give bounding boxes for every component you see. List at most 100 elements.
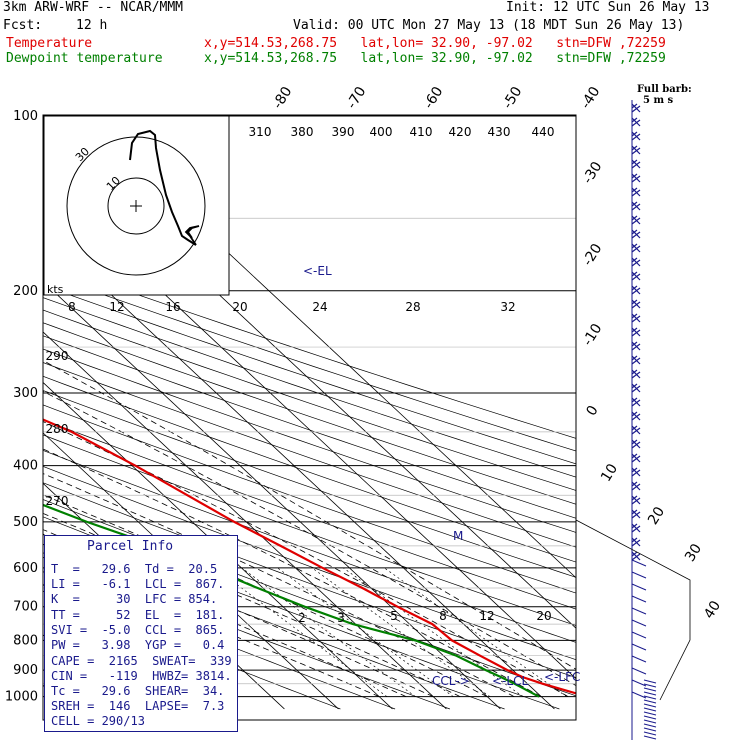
isotherm-line — [43, 331, 447, 710]
dry-adiabat-line — [43, 419, 576, 610]
dry-adiabat-line — [43, 322, 576, 505]
wind-barb — [643, 691, 657, 696]
wind-barb — [631, 481, 641, 491]
pressure-tick-label: 500 — [13, 515, 38, 530]
isotherm-label: -70 — [344, 84, 370, 112]
wind-barb — [631, 551, 641, 561]
wind-barb — [643, 711, 657, 716]
wind-barb — [631, 523, 641, 533]
wind-barb — [631, 583, 647, 591]
el-marker: <-EL — [303, 264, 332, 278]
wind-barb — [643, 703, 657, 708]
isotherm-label: -30 — [580, 159, 606, 187]
valid-time: Valid: 00 UTC Mon 27 May 13 (18 MDT Sun … — [293, 18, 685, 33]
mixing-ratio-label: 5 — [390, 609, 398, 623]
wind-barb — [631, 655, 647, 663]
plot-frame — [42, 114, 577, 721]
isotherm-label: 0 — [583, 403, 601, 419]
dry-adiabat-line — [43, 272, 576, 452]
init-time: Init: 12 UTC Sun 26 May 13 — [506, 0, 710, 15]
mixing-ratio-line — [241, 567, 416, 697]
wind-barb — [631, 145, 641, 155]
mixing-ratio-label: 20 — [232, 300, 247, 314]
fcst-value: 12 h — [76, 18, 108, 33]
mixing-ratio-line — [277, 567, 454, 697]
wind-barb — [631, 559, 647, 567]
isotherm-label: -20 — [580, 241, 606, 269]
parcel-row: TT = 52 EL = 181. — [51, 608, 225, 622]
dry-adiabat-line — [43, 404, 576, 594]
wind-barb — [631, 103, 641, 113]
wind-barb — [631, 643, 647, 651]
wind-barb — [643, 723, 657, 728]
wind-barb — [643, 679, 657, 684]
dewpoint-legend-label: Dewpoint temperature — [6, 51, 163, 66]
parcel-row: SREH = 146 LAPSE= 7.3 — [51, 699, 225, 713]
mixing-ratio-line — [214, 567, 388, 697]
dry-adiabat-line — [43, 465, 576, 661]
dry-adiabat-line — [43, 450, 576, 643]
theta-e-label: 390 — [332, 125, 355, 139]
wind-barb — [631, 369, 641, 379]
wind-barb — [631, 631, 647, 639]
wind-barb — [643, 719, 657, 724]
mixing-ratio-label: 24 — [312, 300, 327, 314]
wind-barb — [643, 731, 657, 736]
wind-barb — [631, 215, 641, 225]
wind-barb — [631, 509, 641, 519]
wind-barb — [643, 683, 657, 688]
wind-barb — [631, 467, 641, 477]
theta-e-label: 430 — [488, 125, 511, 139]
mixing-ratio-line — [383, 567, 567, 697]
dry-adiabat-line — [43, 390, 576, 578]
pressure-tick-label: 1000 — [5, 690, 38, 705]
lcl-marker: <-LCL — [492, 674, 528, 688]
lfc-marker: <-LFC — [544, 670, 580, 684]
theta-e-label: 380 — [291, 125, 314, 139]
theta-label: 290 — [46, 349, 69, 363]
isotherm-label: -40 — [578, 84, 604, 112]
isotherm-label: 40 — [701, 598, 724, 622]
wind-barb — [631, 201, 641, 211]
pressure-tick-label: 300 — [13, 386, 38, 401]
theta-e-label: 310 — [249, 125, 272, 139]
theta-e-label: 400 — [370, 125, 393, 139]
wind-barb — [631, 341, 641, 351]
hodograph-trace-hook — [184, 225, 200, 246]
wind-barb — [631, 327, 641, 337]
mixing-ratio-label: 20 — [536, 609, 551, 623]
barb-legend-title: Full barb: — [637, 84, 692, 95]
pressure-tick-label: 100 — [13, 109, 38, 124]
pressure-tick-label: 600 — [13, 561, 38, 576]
fcst-label: Fcst: — [3, 18, 43, 33]
theta-label: 280 — [46, 422, 69, 436]
wind-barb — [631, 411, 641, 421]
dry-adiabat-line — [43, 375, 576, 563]
wind-barb — [643, 699, 657, 704]
hodograph-units-label: kts — [47, 283, 64, 296]
wind-barb — [643, 727, 657, 732]
dry-adiabat-line — [43, 297, 576, 478]
mixing-ratio-label: 16 — [165, 300, 180, 314]
mixing-ratio-label: 12 — [109, 300, 124, 314]
sounding-curves — [43, 418, 576, 698]
dry-adiabat-line — [43, 309, 576, 491]
isotherm-line — [0, 103, 14, 709]
wind-barb — [631, 299, 641, 309]
theta-e-label: 440 — [532, 125, 555, 139]
isotherm-label: 30 — [682, 541, 705, 565]
temperature-legend-label: Temperature — [6, 36, 93, 51]
wind-barb — [631, 271, 641, 281]
pressure-tick-label: 700 — [13, 600, 38, 615]
wind-barb — [631, 495, 641, 505]
wind-barb — [631, 607, 647, 615]
wind-barb — [631, 383, 641, 393]
wind-barb — [631, 243, 641, 253]
parcel-row: Tc = 29.6 SHEAR= 34. — [51, 684, 225, 698]
isotherm-label: 20 — [645, 504, 668, 528]
pressure-tick-label: 400 — [13, 459, 38, 474]
